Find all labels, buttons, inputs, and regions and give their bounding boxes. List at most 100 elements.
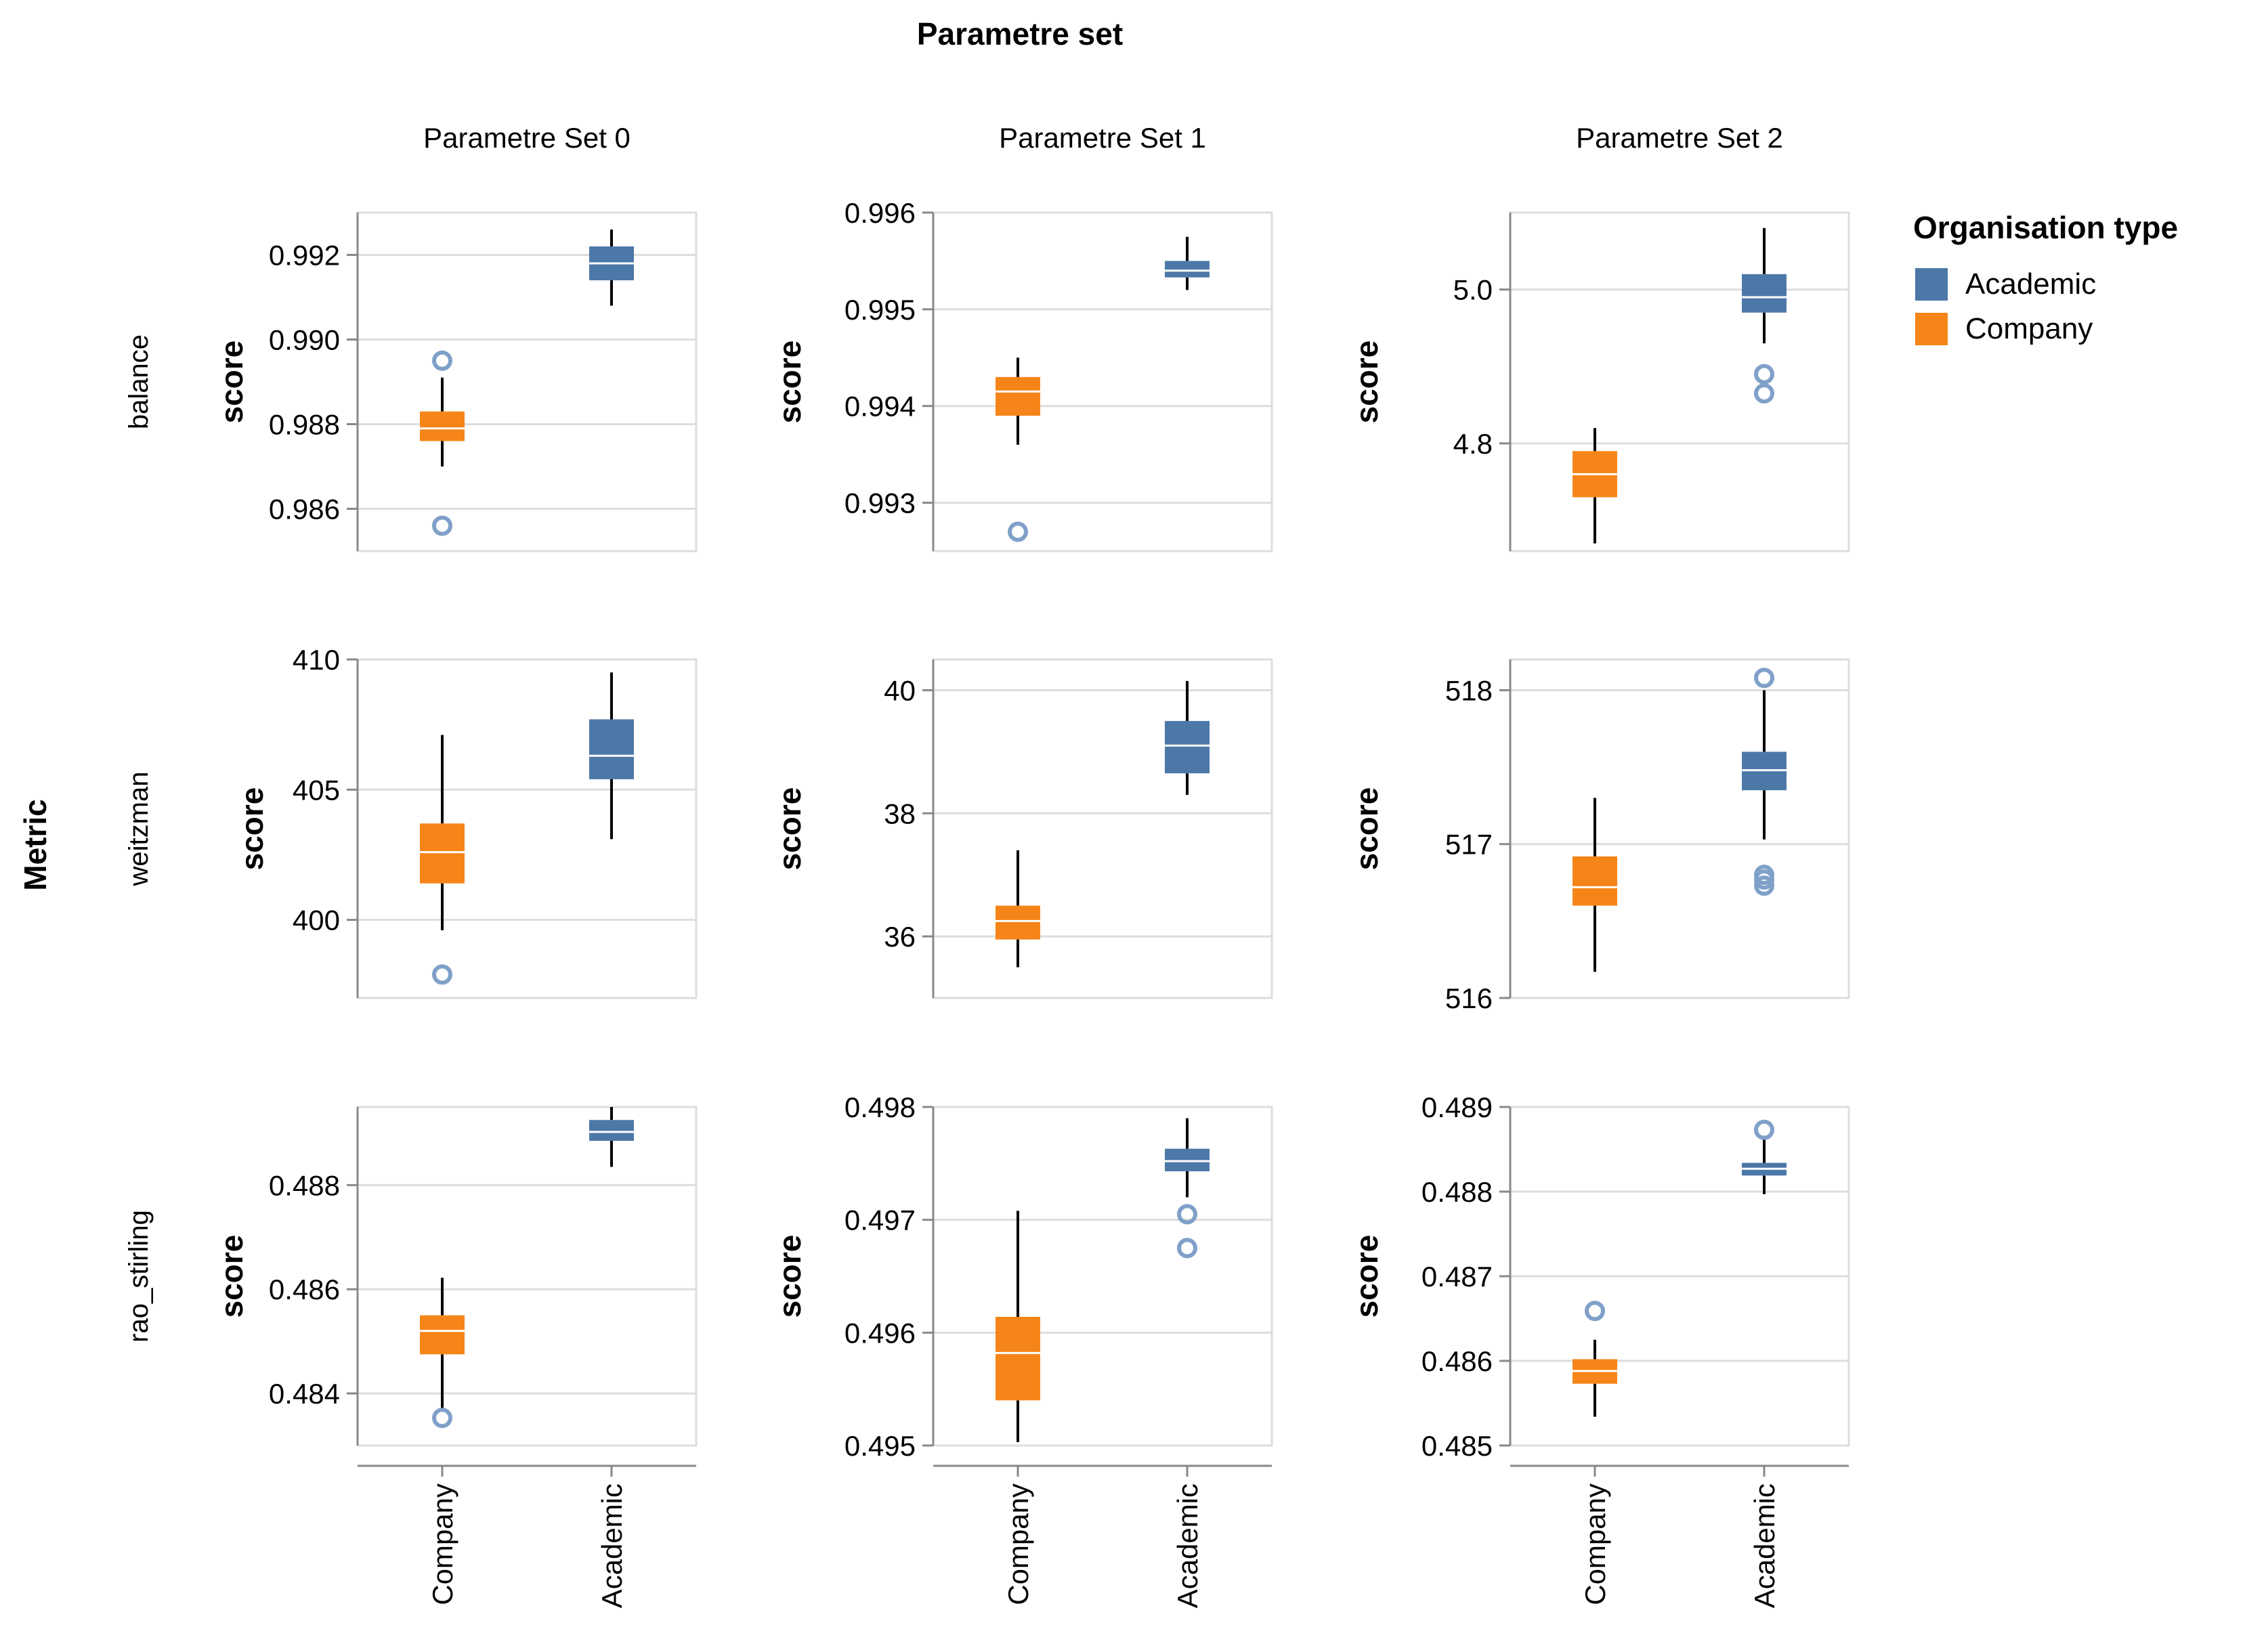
panel-weitzman-set0: 400 405 410 score: [234, 644, 698, 999]
column-header-0: Parametre Set 0: [423, 122, 630, 154]
box-iqr: [996, 376, 1040, 416]
x-tick-label: Academic: [1172, 1483, 1203, 1608]
box-academic: [1165, 680, 1210, 795]
panel-frame: [932, 211, 1273, 552]
outlier-point: [1177, 1238, 1197, 1259]
box-iqr: [589, 1120, 634, 1141]
y-tick-label: 0.487: [1421, 1261, 1493, 1292]
y-tick-label: 0.993: [844, 487, 916, 519]
row-label-rao_stirling: rao_stirling: [124, 1210, 154, 1343]
x-tick-label: Company: [427, 1483, 458, 1605]
outlier-point: [1754, 383, 1774, 404]
outlier-point: [1585, 1301, 1605, 1322]
outlier-point: [1754, 1119, 1774, 1140]
outlier-point: [1177, 1204, 1197, 1225]
panel-frame: [356, 1106, 698, 1447]
box-iqr: [420, 411, 465, 441]
y-tick-label: 0.485: [1421, 1430, 1493, 1462]
legend-swatch-company: [1915, 313, 1948, 345]
y-tick-label: 0.994: [844, 391, 916, 422]
y-axis-title: score: [1349, 787, 1384, 871]
box-academic: [1165, 1118, 1210, 1259]
y-tick-label: 40: [884, 674, 916, 706]
column-header-2: Parametre Set 2: [1576, 122, 1783, 154]
y-axis-title: score: [234, 787, 270, 871]
x-tick-label: Academic: [596, 1483, 628, 1608]
y-tick-label: 0.495: [844, 1430, 916, 1462]
y-tick-label: 38: [884, 798, 916, 829]
outlier-point: [1754, 364, 1774, 385]
row-label-weitzman: weitzman: [124, 772, 154, 887]
box-company: [420, 735, 465, 985]
y-axis-title: score: [214, 1235, 249, 1318]
box-academic: [1742, 668, 1787, 896]
panel-rao_stirling-set1: 0.495 0.496 0.497 0.498 score Company Academic: [772, 1091, 1273, 1608]
panel-weitzman-set2: 516 517 518 score: [1349, 658, 1850, 1014]
y-tick-label: 400: [293, 905, 340, 936]
x-tick-label: Company: [1002, 1483, 1034, 1605]
box-academic: [1742, 1119, 1787, 1194]
box-iqr: [1742, 274, 1787, 313]
y-tick-label: 0.988: [269, 409, 340, 441]
panel-frame: [932, 658, 1273, 999]
box-academic: [589, 1107, 634, 1167]
y-tick-label: 405: [293, 774, 340, 806]
box-company: [1573, 428, 1617, 544]
x-tick-label: Academic: [1749, 1483, 1780, 1608]
y-axis-title: score: [1349, 341, 1384, 424]
y-axis-title: score: [214, 341, 249, 424]
box-company: [996, 1211, 1040, 1442]
y-axis-title: score: [772, 341, 807, 424]
box-academic: [589, 672, 634, 840]
box-company: [420, 350, 465, 536]
y-tick-label: 410: [293, 644, 340, 676]
legend: Organisation type Academic Company: [1913, 210, 2178, 345]
y-tick-label: 0.990: [269, 324, 340, 356]
outlier-point: [432, 350, 452, 371]
legend-label-company: Company: [1965, 312, 2093, 345]
box-iqr: [1165, 1148, 1210, 1171]
y-tick-label: 0.992: [269, 240, 340, 271]
legend-label-academic: Academic: [1965, 267, 2096, 301]
legend-title: Organisation type: [1913, 210, 2178, 245]
y-tick-label: 36: [884, 921, 916, 953]
y-tick-label: 0.498: [844, 1091, 916, 1123]
y-tick-label: 0.986: [269, 494, 340, 525]
chart-title: Parametre set: [917, 16, 1123, 51]
outlier-point: [432, 515, 452, 536]
y-axis-title: score: [772, 787, 807, 871]
y-tick-label: 0.488: [1421, 1176, 1493, 1208]
panel-frame: [1509, 211, 1850, 552]
y-tick-label: 4.8: [1453, 428, 1493, 460]
y-tick-label: 0.497: [844, 1204, 916, 1236]
y-tick-label: 0.488: [269, 1169, 340, 1201]
box-iqr: [589, 719, 634, 779]
panel-balance-set1: 0.993 0.994 0.995 0.996 score: [772, 197, 1273, 552]
outlier-point: [1754, 668, 1774, 689]
box-company: [1573, 798, 1617, 972]
outlier-point: [432, 1408, 452, 1429]
panel-frame: [1509, 658, 1850, 999]
box-company: [996, 357, 1040, 542]
panel-rao_stirling-set0: 0.484 0.486 0.488 score Company Academic: [214, 1106, 698, 1608]
box-company: [1573, 1301, 1617, 1417]
y-tick-label: 0.995: [844, 294, 916, 326]
box-iqr: [420, 1315, 465, 1355]
y-tick-label: 0.486: [269, 1274, 340, 1305]
y-tick-label: 0.496: [844, 1317, 916, 1349]
box-iqr: [996, 1317, 1040, 1401]
box-iqr: [420, 823, 465, 884]
y-axis-title: score: [772, 1235, 807, 1318]
box-iqr: [996, 905, 1040, 940]
box-company: [996, 850, 1040, 968]
panel-frame: [932, 1106, 1273, 1447]
column-header-1: Parametre Set 1: [999, 122, 1206, 154]
outlier-point: [432, 964, 452, 985]
y-tick-label: 0.486: [1421, 1345, 1493, 1377]
box-academic: [1165, 236, 1210, 290]
legend-swatch-academic: [1915, 268, 1948, 301]
box-academic: [589, 230, 634, 306]
y-tick-label: 518: [1445, 674, 1493, 706]
y-tick-label: 0.489: [1421, 1091, 1493, 1123]
x-tick-label: Company: [1579, 1483, 1611, 1605]
